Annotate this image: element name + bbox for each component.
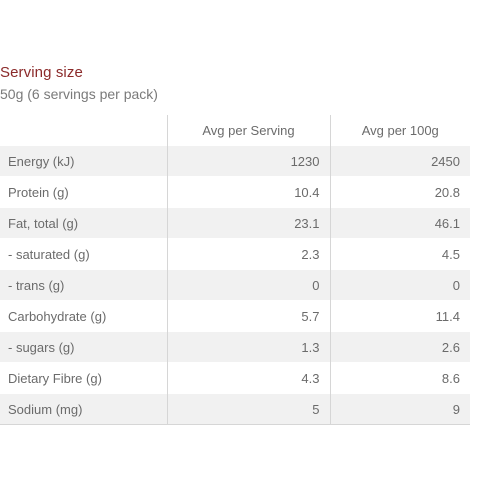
table-row: Protein (g) 10.4 20.8: [0, 176, 470, 208]
nutrient-name: Fat, total (g): [0, 207, 167, 239]
nutrient-name: - trans (g): [0, 269, 167, 301]
value-per-serving: 5.7: [166, 300, 330, 332]
value-per-100g: 11.4: [329, 300, 470, 332]
value-per-serving: 2.3: [166, 238, 330, 270]
value-per-serving: 23.1: [166, 207, 330, 239]
nutrient-name: Dietary Fibre (g): [0, 362, 167, 394]
value-per-100g: 8.6: [329, 362, 470, 394]
table-row: Sodium (mg) 5 9: [0, 393, 470, 425]
value-per-serving: 5: [166, 393, 330, 425]
header-nutrient: [0, 115, 167, 146]
table-row: Fat, total (g) 23.1 46.1: [0, 207, 470, 239]
value-per-100g: 0: [329, 269, 470, 301]
value-per-serving: 10.4: [166, 176, 330, 208]
nutrient-name: Protein (g): [0, 176, 167, 208]
table-row: - saturated (g) 2.3 4.5: [0, 238, 470, 270]
serving-size-subtitle: 50g (6 servings per pack): [0, 86, 158, 102]
nutrient-name: Energy (kJ): [0, 145, 167, 177]
nutrient-name: Sodium (mg): [0, 393, 167, 425]
header-avg-per-100g: Avg per 100g: [329, 115, 470, 146]
table-row: Energy (kJ) 1230 2450: [0, 145, 470, 177]
serving-size-title: Serving size: [0, 64, 83, 81]
value-per-100g: 2450: [329, 145, 470, 177]
table-row: - trans (g) 0 0: [0, 269, 470, 301]
nutrient-name: Carbohydrate (g): [0, 300, 167, 332]
nutrient-name: - sugars (g): [0, 331, 167, 363]
table-row: Dietary Fibre (g) 4.3 8.6: [0, 362, 470, 394]
value-per-100g: 2.6: [329, 331, 470, 363]
value-per-100g: 20.8: [329, 176, 470, 208]
value-per-100g: 46.1: [329, 207, 470, 239]
value-per-serving: 0: [166, 269, 330, 301]
table-row: - sugars (g) 1.3 2.6: [0, 331, 470, 363]
nutrient-name: - saturated (g): [0, 238, 167, 270]
table-row: Carbohydrate (g) 5.7 11.4: [0, 300, 470, 332]
value-per-serving: 1.3: [166, 331, 330, 363]
value-per-100g: 9: [329, 393, 470, 425]
value-per-serving: 1230: [166, 145, 330, 177]
nutrition-table: Avg per Serving Avg per 100g Energy (kJ)…: [0, 115, 470, 425]
header-avg-per-serving: Avg per Serving: [166, 115, 330, 146]
value-per-100g: 4.5: [329, 238, 470, 270]
value-per-serving: 4.3: [166, 362, 330, 394]
table-header-row: Avg per Serving Avg per 100g: [0, 115, 470, 146]
